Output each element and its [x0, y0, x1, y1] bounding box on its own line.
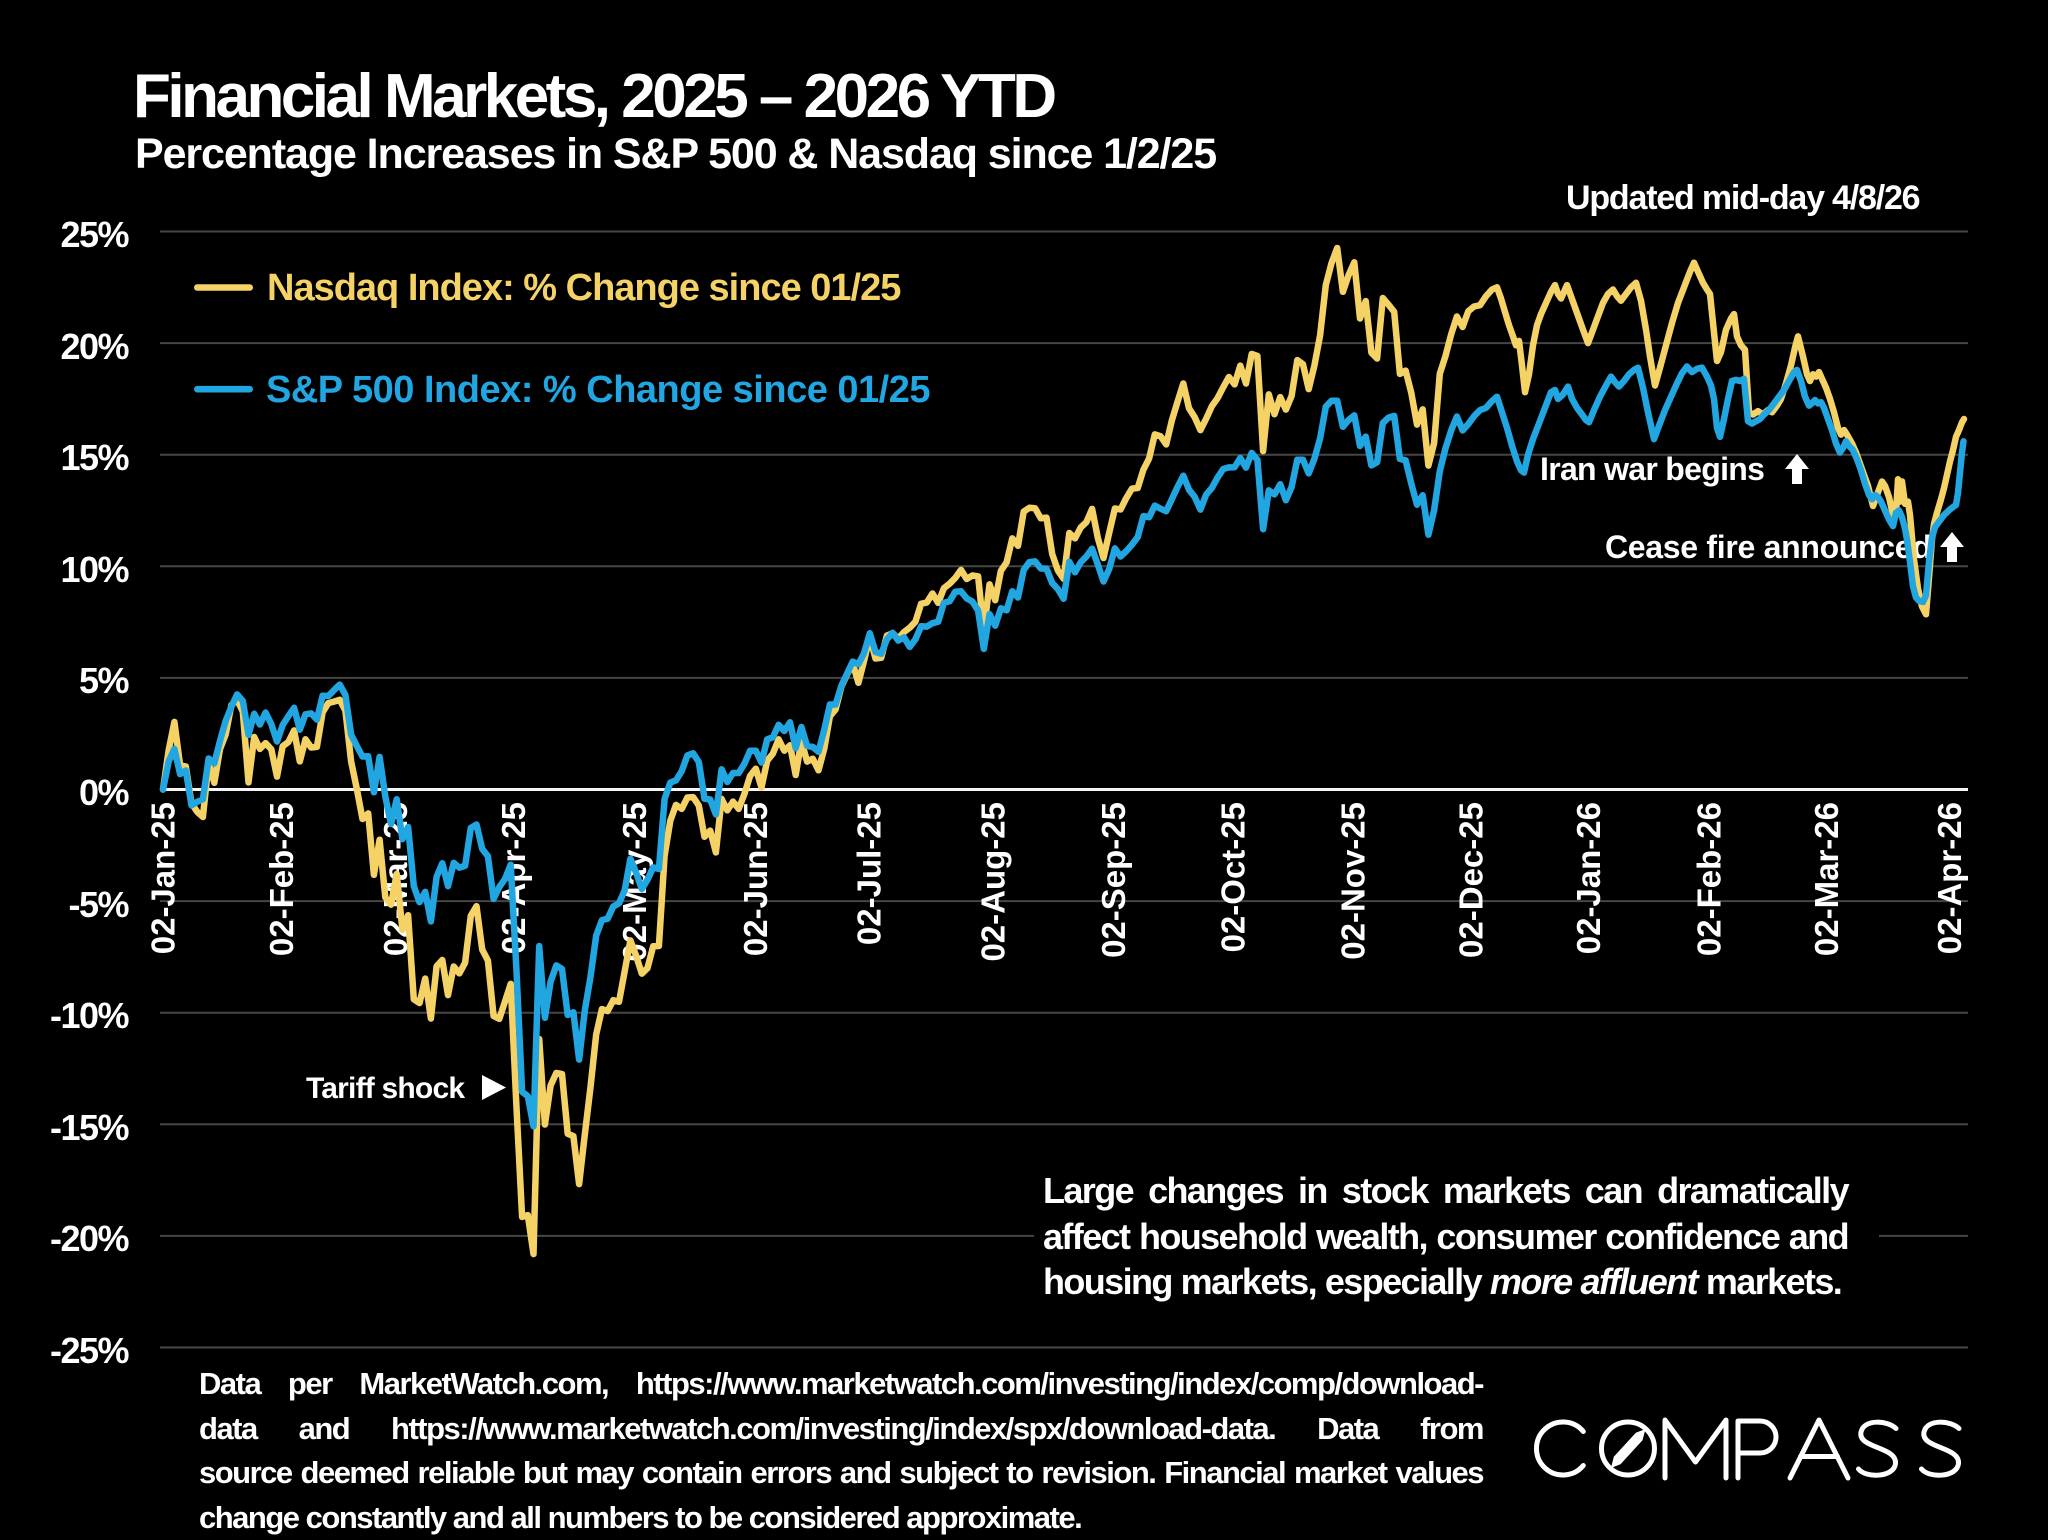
svg-text:02-Jan-25: 02-Jan-25: [145, 802, 182, 954]
svg-text:02-Feb-25: 02-Feb-25: [263, 802, 300, 956]
svg-text:02-Jun-25: 02-Jun-25: [737, 802, 774, 956]
svg-text:02-Sep-25: 02-Sep-25: [1095, 802, 1132, 958]
svg-text:02-Dec-25: 02-Dec-25: [1452, 802, 1489, 958]
svg-text:02-Jan-26: 02-Jan-26: [1570, 802, 1607, 954]
svg-text:02-Apr-26: 02-Apr-26: [1931, 802, 1968, 954]
svg-text:02-Jul-25: 02-Jul-25: [851, 802, 888, 945]
svg-text:02-Aug-25: 02-Aug-25: [975, 802, 1012, 962]
svg-text:02-Mar-26: 02-Mar-26: [1808, 802, 1845, 956]
svg-text:02-Nov-25: 02-Nov-25: [1335, 802, 1372, 960]
svg-text:02-Oct-25: 02-Oct-25: [1214, 802, 1251, 952]
svg-text:02-Feb-26: 02-Feb-26: [1690, 802, 1727, 956]
